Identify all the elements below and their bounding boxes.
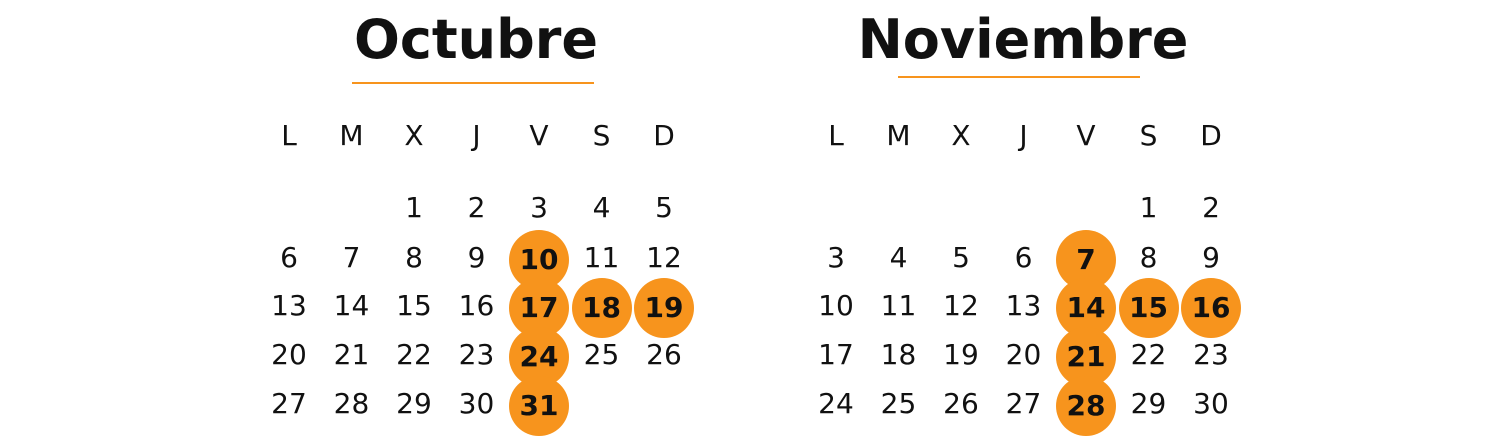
weekday-header: V [529, 119, 549, 152]
day: 29 [1130, 387, 1167, 420]
day: 9 [1202, 241, 1220, 274]
day: 12 [943, 289, 979, 322]
day: 30 [1193, 387, 1229, 420]
day: 23 [458, 338, 495, 371]
day: 23 [1193, 338, 1229, 371]
title-underline [352, 82, 594, 84]
highlight-circle [1118, 278, 1179, 338]
day-highlighted: 19 [644, 291, 684, 324]
day: 1 [405, 191, 423, 224]
day-highlighted: 17 [519, 291, 559, 324]
day-highlighted: 14 [1066, 291, 1106, 324]
day: 6 [1014, 241, 1033, 274]
day-highlighted: 21 [1066, 340, 1106, 373]
weekday-header: X [404, 119, 424, 152]
day: 11 [880, 289, 917, 322]
day: 26 [943, 387, 979, 420]
day: 12 [646, 241, 682, 274]
day: 27 [1005, 387, 1042, 420]
month-title: Noviembre [857, 8, 1189, 71]
day-highlighted: 10 [519, 243, 559, 276]
weekday-header: D [1200, 119, 1222, 152]
day: 17 [818, 338, 854, 371]
day: 8 [1139, 241, 1158, 274]
day-highlighted: 28 [1066, 389, 1106, 422]
day: 13 [271, 289, 307, 322]
day: 11 [583, 241, 620, 274]
highlight-circle [1056, 376, 1116, 436]
highlight-circle [634, 278, 694, 338]
day: 16 [458, 289, 495, 322]
weekday-header: L [281, 119, 297, 152]
day-highlighted: 24 [519, 340, 559, 373]
day: 21 [333, 338, 370, 371]
day: 10 [818, 289, 854, 322]
day-highlighted: 18 [582, 291, 621, 324]
day: 1 [1139, 191, 1158, 224]
highlight-circle [1181, 278, 1241, 338]
day: 20 [271, 338, 307, 371]
weekday-header: L [828, 119, 844, 152]
day: 7 [342, 241, 361, 274]
day: 30 [458, 387, 495, 420]
day: 9 [467, 241, 486, 274]
day: 19 [943, 338, 979, 371]
day: 25 [583, 338, 620, 371]
weekday-header: M [339, 119, 364, 152]
month-title: Octubre [353, 8, 599, 71]
day: 26 [646, 338, 682, 371]
day: 6 [280, 241, 298, 274]
day-highlighted: 31 [519, 389, 559, 422]
day: 27 [271, 387, 307, 420]
day: 2 [1202, 191, 1220, 224]
weekday-header: S [592, 119, 611, 152]
day: 3 [530, 191, 548, 224]
day: 5 [952, 241, 970, 274]
weekday-header: D [653, 119, 675, 152]
day: 25 [880, 387, 917, 420]
title-underline [898, 76, 1140, 78]
day-highlighted: 15 [1129, 291, 1168, 324]
day-highlighted: 7 [1076, 243, 1096, 276]
day: 14 [333, 289, 370, 322]
day: 4 [592, 191, 611, 224]
day: 13 [1005, 289, 1042, 322]
weekday-header: S [1139, 119, 1158, 152]
weekday-header: V [1076, 119, 1096, 152]
day: 20 [1005, 338, 1042, 371]
day: 8 [405, 241, 423, 274]
calendar-november: Noviembre L M X J V S D 1 2 3 4 5 6 7 8 9 10 11 12 13 14 15 16… [783, 0, 1263, 436]
calendar-october: Octubre L M X J V S D 1 2 3 4 5 6 7 8 9 10 11 12 13 14 15 16 17… [236, 0, 716, 436]
highlight-circle [509, 376, 569, 436]
day: 29 [396, 387, 432, 420]
day: 22 [1130, 338, 1167, 371]
day: 5 [655, 191, 673, 224]
weekday-header: X [951, 119, 971, 152]
day: 3 [827, 241, 845, 274]
day: 4 [889, 241, 908, 274]
day: 18 [880, 338, 917, 371]
weekday-header: M [886, 119, 911, 152]
highlight-circle [571, 278, 632, 338]
day: 28 [333, 387, 370, 420]
weekday-header: J [472, 119, 481, 152]
day: 22 [396, 338, 432, 371]
weekday-header: J [1019, 119, 1028, 152]
day-highlighted: 16 [1191, 291, 1231, 324]
day: 24 [818, 387, 854, 420]
day: 15 [396, 289, 432, 322]
day: 2 [467, 191, 486, 224]
